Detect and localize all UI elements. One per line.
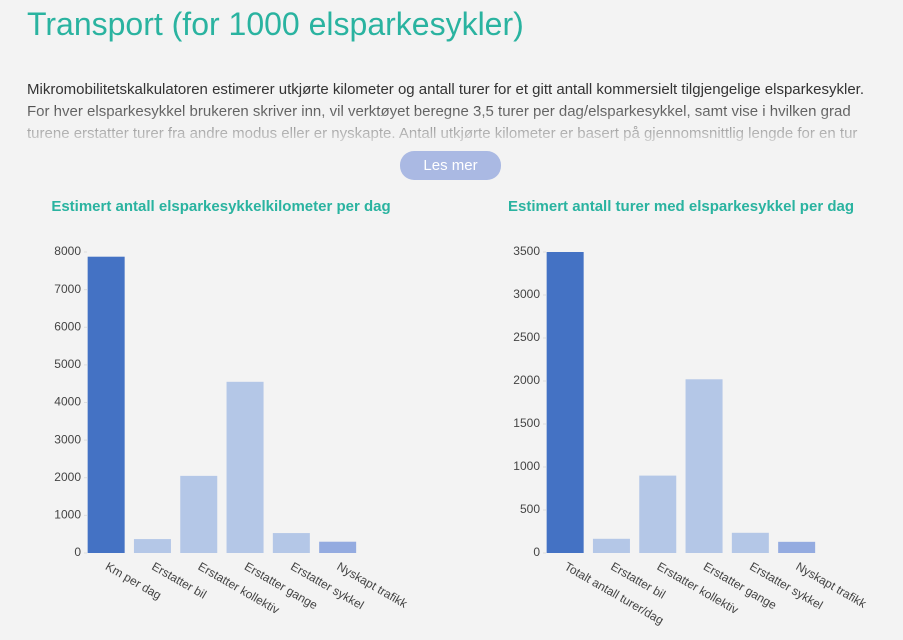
y-tick-label: 7000: [54, 282, 81, 296]
chart-title: Estimert antall turer med elsparkesykkel…: [508, 198, 854, 215]
y-tick-label: 1000: [54, 508, 81, 522]
y-tick-label: 3000: [54, 432, 81, 446]
y-tick-label: 2500: [513, 330, 540, 344]
bar: [226, 381, 264, 553]
bar: [546, 252, 584, 553]
y-tick-label: 1000: [513, 459, 540, 473]
x-tick-label: Erstatter kollektiv: [655, 559, 741, 617]
y-tick-label: 0: [533, 545, 540, 559]
y-tick-label: 8000: [54, 244, 81, 258]
page-title: Transport (for 1000 elsparkesykler): [27, 6, 524, 42]
y-tick-label: 6000: [54, 319, 81, 333]
intro-text: Mikromobilitetskalkulatoren estimerer ut…: [27, 81, 864, 142]
y-tick-label: 4000: [54, 395, 81, 409]
y-tick-label: 0: [74, 545, 81, 559]
chart-title: Estimert antall elsparkesykkelkilometer …: [51, 198, 390, 215]
bar: [592, 538, 630, 553]
bar: [180, 475, 218, 553]
x-tick-label: Erstatter kollektiv: [196, 559, 282, 617]
y-tick-label: 5000: [54, 357, 81, 371]
read-more-button[interactable]: Les mer: [400, 151, 501, 180]
bar: [133, 539, 171, 553]
bar: [639, 475, 677, 553]
bar: [685, 379, 723, 553]
y-tick-label: 2000: [513, 373, 540, 387]
y-tick-label: 2000: [54, 470, 81, 484]
y-tick-label: 3000: [513, 287, 540, 301]
bar: [272, 533, 310, 553]
bar: [778, 541, 816, 553]
bar: [319, 541, 357, 553]
y-tick-label: 1500: [513, 416, 540, 430]
bar: [87, 256, 125, 553]
bar: [731, 532, 769, 553]
y-tick-label: 3500: [513, 244, 540, 258]
y-tick-label: 500: [520, 502, 540, 516]
